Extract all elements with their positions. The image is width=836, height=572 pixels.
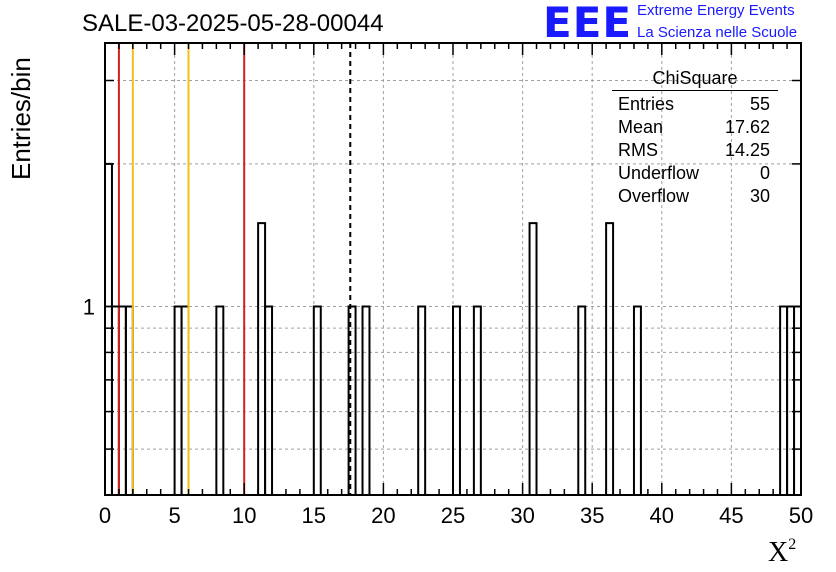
histogram-bin — [577, 305, 587, 495]
histogram-bin — [417, 305, 427, 495]
logo-line-1: Extreme Energy Events — [637, 2, 795, 19]
histogram-bin — [117, 305, 127, 495]
stats-row-underflow: Underflow 0 — [612, 162, 778, 185]
histogram-bin — [312, 305, 322, 495]
x-tick-label: 25 — [441, 503, 465, 528]
histogram-bin — [632, 305, 642, 495]
stats-label: Overflow — [618, 186, 690, 206]
histogram-bin — [361, 305, 371, 495]
x-tick-label: 15 — [302, 503, 326, 528]
stats-row-rms: RMS 14.25 — [612, 139, 778, 162]
x-axis-label: X2 — [768, 536, 796, 569]
eee-logo-mark: EEE — [543, 0, 633, 47]
x-tick-label: 35 — [580, 503, 604, 528]
stats-label: Underflow — [618, 163, 700, 183]
stats-box: ChiSquare Entries 55 Mean 17.62 RMS 14.2… — [612, 68, 778, 208]
histogram-bin — [215, 305, 225, 495]
stats-title: ChiSquare — [612, 68, 778, 91]
histogram-bin — [257, 222, 267, 495]
histogram-bin — [110, 305, 120, 495]
stats-row-entries: Entries 55 — [612, 93, 778, 116]
y-axis-label: Entries/bin — [6, 57, 36, 180]
stats-row-overflow: Overflow 30 — [612, 185, 778, 208]
stats-label: Entries — [618, 94, 675, 114]
stats-label: Mean — [618, 117, 664, 137]
histogram-bin — [779, 305, 789, 495]
x-tick-label: 45 — [719, 503, 743, 528]
histogram-bin — [264, 305, 274, 495]
x-tick-label: 5 — [168, 503, 180, 528]
x-tick-label: 30 — [510, 503, 534, 528]
histogram-bin — [347, 305, 357, 495]
histogram-bin — [528, 222, 538, 495]
x-tick-label: 0 — [99, 503, 111, 528]
axis-ticks — [104, 43, 802, 495]
reference-lines — [117, 43, 352, 495]
stats-value: 17.62 — [724, 117, 770, 137]
histogram-bin — [104, 162, 113, 495]
x-axis-label-base: X — [768, 537, 789, 568]
tick-labels: 0 5 10 15 20 25 30 35 40 45 50 1 — [83, 295, 813, 528]
stats-value: 0 — [759, 163, 770, 183]
logo-line-2: La Scienza nelle Scuole — [637, 24, 798, 41]
stats-value: 30 — [749, 186, 770, 206]
histogram-bin — [793, 305, 802, 495]
x-axis-label-superscript: 2 — [788, 536, 797, 553]
stats-value: 14.25 — [724, 140, 770, 160]
histogram-bin — [786, 305, 796, 495]
histogram-bin — [180, 305, 190, 495]
histogram-bin — [124, 305, 134, 495]
x-tick-label: 50 — [789, 503, 813, 528]
histogram-bin — [452, 305, 461, 495]
histogram-bin — [605, 222, 615, 495]
x-tick-label: 10 — [232, 503, 256, 528]
x-tick-label: 20 — [371, 503, 395, 528]
stats-value: 55 — [749, 94, 770, 114]
chart-title: SALE-03-2025-05-28-00044 — [82, 10, 384, 37]
x-tick-label: 40 — [650, 503, 674, 528]
histogram-bin — [472, 305, 482, 495]
stats-label: RMS — [618, 140, 658, 160]
stats-row-mean: Mean 17.62 — [612, 116, 778, 139]
y-tick-label: 1 — [83, 295, 95, 320]
histogram-bin — [173, 305, 183, 495]
